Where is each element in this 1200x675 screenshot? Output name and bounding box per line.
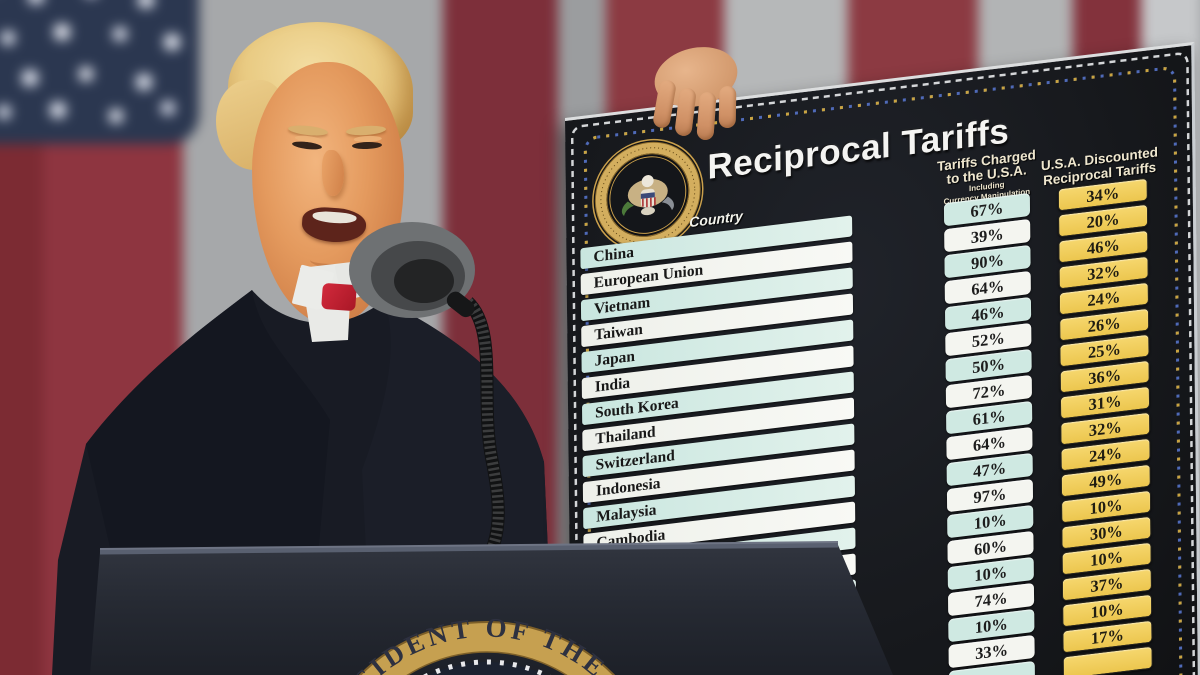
flag-canton [0, 0, 199, 144]
nose [322, 150, 344, 196]
